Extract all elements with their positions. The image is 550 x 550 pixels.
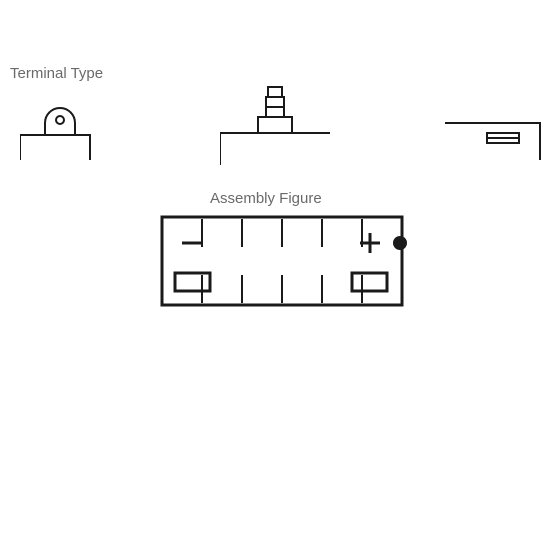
terminal-ring-diagram [20, 105, 105, 160]
terminal-type-label: Terminal Type [10, 65, 103, 82]
terminal-post-diagram [220, 85, 330, 165]
terminal-flat-diagram [445, 105, 550, 160]
assembly-battery-diagram [160, 215, 410, 310]
assembly-figure-label: Assembly Figure [210, 190, 322, 207]
